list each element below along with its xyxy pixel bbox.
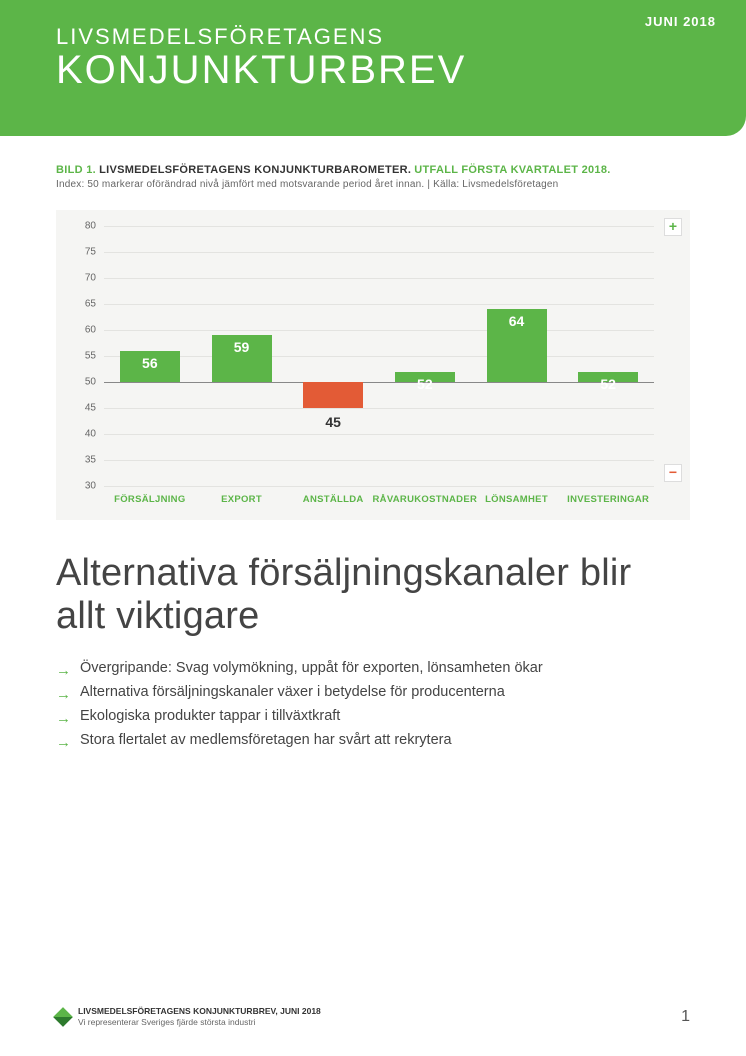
footer-text: LIVSMEDELSFÖRETAGENS KONJUNKTURBREV, JUN… xyxy=(78,1006,321,1028)
header-subtitle: LIVSMEDELSFÖRETAGENS xyxy=(56,24,706,50)
bar-value: 52 xyxy=(578,376,638,392)
footer-sub: Vi representerar Sveriges fjärde största… xyxy=(78,1017,255,1027)
x-axis-label: ANSTÄLLDA xyxy=(303,494,364,505)
footer: LIVSMEDELSFÖRETAGENS KONJUNKTURBREV, JUN… xyxy=(56,1006,690,1028)
gridline: 45 xyxy=(104,408,654,409)
y-axis-label: 45 xyxy=(85,403,104,414)
bar-value: 64 xyxy=(487,313,547,329)
gridline: 40 xyxy=(104,434,654,435)
bar-value: 59 xyxy=(212,339,272,355)
chart-caption-prefix: BILD 1. xyxy=(56,164,96,176)
gridline: 65 xyxy=(104,304,654,305)
chart-subcaption: Index: 50 markerar oförändrad nivå jämfö… xyxy=(56,179,690,190)
logo-icon xyxy=(53,1007,73,1027)
x-axis-label: RÅVARUKOSTNADER xyxy=(373,494,478,505)
gridline: 35 xyxy=(104,460,654,461)
chart-caption-rest: UTFALL FÖRSTA KVARTALET 2018. xyxy=(414,164,610,176)
chart-section: BILD 1. LIVSMEDELSFÖRETAGENS KONJUNKTURB… xyxy=(0,136,746,520)
bullet-item: →Ekologiska produkter tappar i tillväxtk… xyxy=(56,705,690,729)
chart-bar: 52 xyxy=(395,372,455,382)
bullet-text: Ekologiska produkter tappar i tillväxtkr… xyxy=(80,708,340,724)
chart-caption-bold: LIVSMEDELSFÖRETAGENS KONJUNKTURBAROMETER… xyxy=(99,164,411,176)
chart-bar: 52 xyxy=(578,372,638,382)
y-axis-label: 65 xyxy=(85,299,104,310)
y-axis-label: 70 xyxy=(85,273,104,284)
chart-bar: 64 xyxy=(487,309,547,382)
footer-left: LIVSMEDELSFÖRETAGENS KONJUNKTURBREV, JUN… xyxy=(56,1006,321,1028)
footer-title: LIVSMEDELSFÖRETAGENS KONJUNKTURBREV, JUN… xyxy=(78,1006,321,1016)
bullet-item: →Övergripande: Svag volymökning, uppåt f… xyxy=(56,657,690,681)
bar-value: 56 xyxy=(120,355,180,371)
gridline: 70 xyxy=(104,278,654,279)
bullet-text: Alternativa försäljningskanaler växer i … xyxy=(80,684,505,700)
x-axis-label: INVESTERINGAR xyxy=(567,494,649,505)
x-axis-label: LÖNSAMHET xyxy=(485,494,548,505)
chart-plot-area: 303540455055606570758056FÖRSÄLJNING59EXP… xyxy=(104,226,654,486)
bullet-item: → Stora flertalet av medlemsföretagen har… xyxy=(56,729,690,753)
gridline: 75 xyxy=(104,252,654,253)
gridline: 30 xyxy=(104,486,654,487)
page-number: 1 xyxy=(681,1008,690,1026)
y-axis-label: 50 xyxy=(85,377,104,388)
chart-caption: BILD 1. LIVSMEDELSFÖRETAGENS KONJUNKTURB… xyxy=(56,164,690,176)
y-axis-label: 40 xyxy=(85,429,104,440)
gridline: 60 xyxy=(104,330,654,331)
y-axis-label: 60 xyxy=(85,325,104,336)
y-axis-label: 35 xyxy=(85,455,104,466)
y-axis-label: 30 xyxy=(85,481,104,492)
y-axis-label: 75 xyxy=(85,247,104,258)
article-headline: Alternativa försäljningskanaler blir all… xyxy=(56,552,690,637)
arrow-icon: → xyxy=(56,731,71,756)
bullet-text: Övergripande: Svag volymökning, uppåt fö… xyxy=(80,660,543,676)
body-section: Alternativa försäljningskanaler blir all… xyxy=(0,520,746,753)
bar-value: 45 xyxy=(303,414,363,430)
header-title: KONJUNKTURBREV xyxy=(56,48,706,93)
header-banner: JUNI 2018 LIVSMEDELSFÖRETAGENS KONJUNKTU… xyxy=(0,0,746,136)
bullet-item: →Alternativa försäljningskanaler växer i… xyxy=(56,681,690,705)
issue-date: JUNI 2018 xyxy=(645,14,716,29)
plus-icon: + xyxy=(664,218,682,236)
gridline: 80 xyxy=(104,226,654,227)
gridline: 50 xyxy=(104,382,654,383)
bullet-text: Stora flertalet av medlemsföretagen har … xyxy=(80,732,452,748)
y-axis-label: 80 xyxy=(85,221,104,232)
chart-bar: 45 xyxy=(303,382,363,408)
bar-chart: + − 303540455055606570758056FÖRSÄLJNING5… xyxy=(56,210,690,520)
chart-bar: 59 xyxy=(212,335,272,382)
bullet-list: → Övergripande: Svag volymökning, uppåt f… xyxy=(56,657,690,753)
bar-value: 52 xyxy=(395,376,455,392)
x-axis-label: EXPORT xyxy=(221,494,262,505)
gridline: 55 xyxy=(104,356,654,357)
x-axis-label: FÖRSÄLJNING xyxy=(114,494,185,505)
y-axis-label: 55 xyxy=(85,351,104,362)
chart-bar: 56 xyxy=(120,351,180,382)
minus-icon: − xyxy=(664,464,682,482)
